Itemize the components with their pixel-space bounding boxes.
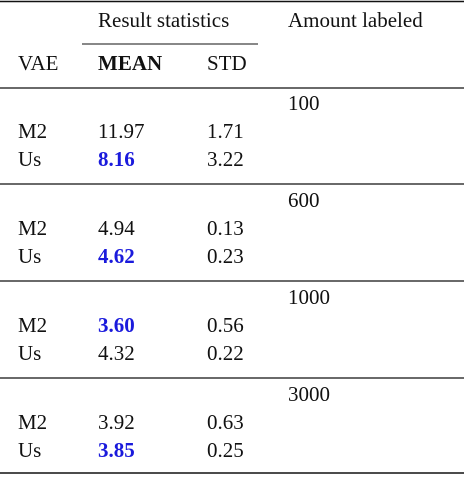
- amount: 3000: [288, 382, 330, 406]
- mean: 4.62: [98, 244, 135, 268]
- amount-title: Amount labeled: [288, 8, 423, 32]
- model: Us: [18, 244, 41, 268]
- std: 0.23: [207, 244, 244, 268]
- model: Us: [18, 341, 41, 365]
- model: M2: [18, 313, 47, 337]
- std: 3.22: [207, 147, 244, 171]
- std-header: STD: [207, 51, 247, 75]
- model: Us: [18, 438, 41, 462]
- row-label-header: VAE: [18, 51, 58, 75]
- mean: 11.97: [98, 119, 144, 143]
- mean: 3.60: [98, 313, 135, 337]
- mean: 8.16: [98, 147, 135, 171]
- mean: 3.92: [98, 410, 135, 434]
- mean: 4.94: [98, 216, 135, 240]
- model: M2: [18, 410, 47, 434]
- amount: 1000: [288, 285, 330, 309]
- model: M2: [18, 216, 47, 240]
- std: 0.63: [207, 410, 244, 434]
- std: 1.71: [207, 119, 244, 143]
- mean: 4.32: [98, 341, 135, 365]
- amount: 100: [288, 91, 320, 115]
- amount: 600: [288, 188, 320, 212]
- mean-header: MEAN: [98, 51, 162, 75]
- group-title: Result statistics: [98, 8, 229, 32]
- mean: 3.85: [98, 438, 135, 462]
- model: M2: [18, 119, 47, 143]
- std: 0.22: [207, 341, 244, 365]
- std: 0.56: [207, 313, 244, 337]
- model: Us: [18, 147, 41, 171]
- std: 0.13: [207, 216, 244, 240]
- std: 0.25: [207, 438, 244, 462]
